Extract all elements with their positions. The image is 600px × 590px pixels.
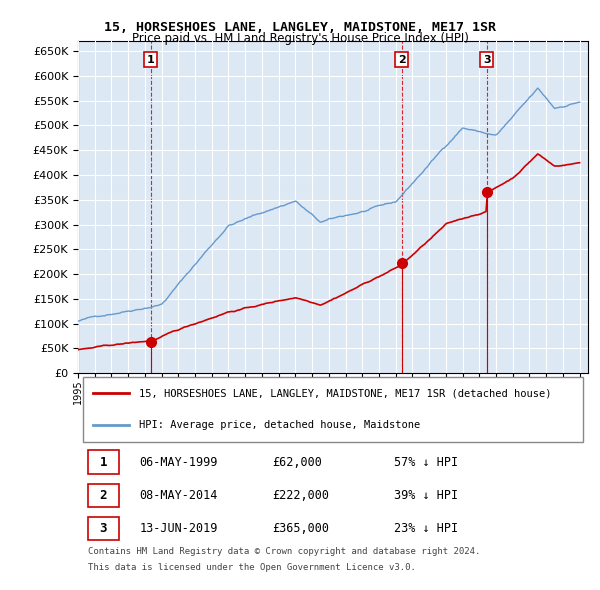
Text: 3: 3 <box>483 54 491 64</box>
Bar <box>88 517 119 540</box>
Text: 23% ↓ HPI: 23% ↓ HPI <box>394 522 458 535</box>
Text: £222,000: £222,000 <box>272 489 329 502</box>
Bar <box>88 484 119 507</box>
Text: 57% ↓ HPI: 57% ↓ HPI <box>394 455 458 468</box>
Text: 15, HORSESHOES LANE, LANGLEY, MAIDSTONE, ME17 1SR (detached house): 15, HORSESHOES LANE, LANGLEY, MAIDSTONE,… <box>139 388 552 398</box>
Text: 08-MAY-2014: 08-MAY-2014 <box>139 489 218 502</box>
Text: 15, HORSESHOES LANE, LANGLEY, MAIDSTONE, ME17 1SR: 15, HORSESHOES LANE, LANGLEY, MAIDSTONE,… <box>104 21 496 34</box>
Text: 2: 2 <box>100 489 107 502</box>
Text: £365,000: £365,000 <box>272 522 329 535</box>
Text: This data is licensed under the Open Government Licence v3.0.: This data is licensed under the Open Gov… <box>88 563 416 572</box>
Text: 3: 3 <box>100 522 107 535</box>
FancyBboxPatch shape <box>83 376 583 442</box>
Text: 39% ↓ HPI: 39% ↓ HPI <box>394 489 458 502</box>
Bar <box>88 450 119 474</box>
Text: HPI: Average price, detached house, Maidstone: HPI: Average price, detached house, Maid… <box>139 420 421 430</box>
Text: 1: 1 <box>147 54 155 64</box>
Text: 2: 2 <box>398 54 406 64</box>
Text: £62,000: £62,000 <box>272 455 322 468</box>
Text: Price paid vs. HM Land Registry's House Price Index (HPI): Price paid vs. HM Land Registry's House … <box>131 32 469 45</box>
Text: 1: 1 <box>100 455 107 468</box>
Text: 13-JUN-2019: 13-JUN-2019 <box>139 522 218 535</box>
Text: Contains HM Land Registry data © Crown copyright and database right 2024.: Contains HM Land Registry data © Crown c… <box>88 547 481 556</box>
Text: 06-MAY-1999: 06-MAY-1999 <box>139 455 218 468</box>
